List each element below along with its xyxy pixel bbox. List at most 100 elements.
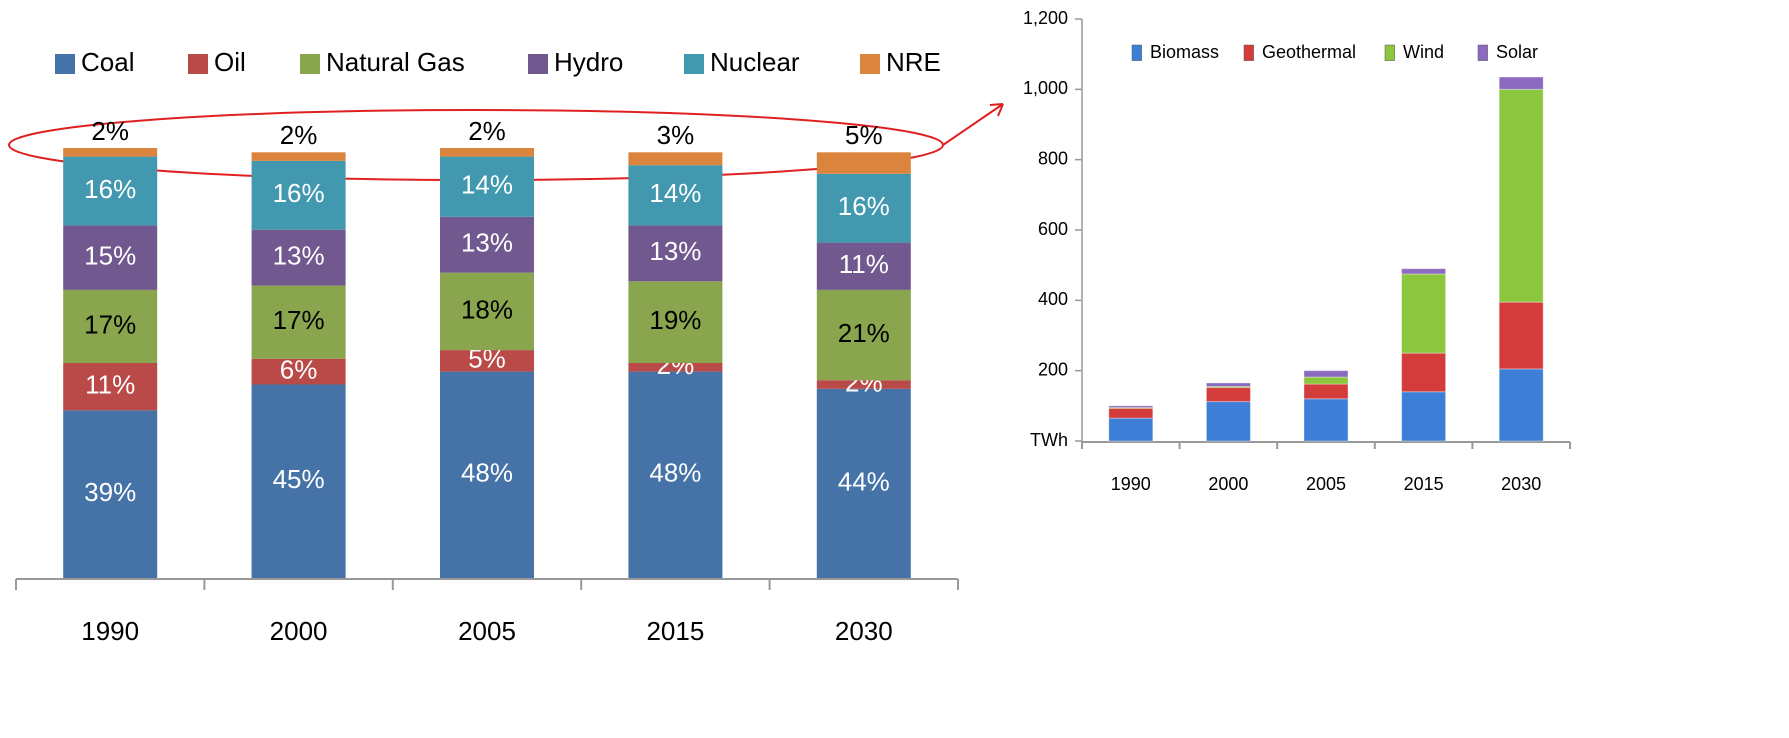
bar-segment bbox=[63, 410, 158, 578]
data-label: 21% bbox=[838, 318, 890, 348]
bar-segment bbox=[628, 363, 723, 372]
x-tick-label: 2015 bbox=[1404, 474, 1444, 494]
arrow bbox=[942, 103, 1004, 146]
bar-segment bbox=[1205, 401, 1251, 442]
x-tick-label: 2015 bbox=[646, 616, 704, 646]
bar-segment bbox=[816, 152, 911, 174]
bar-segment bbox=[1498, 76, 1544, 90]
y-tick-label: 1,000 bbox=[1023, 78, 1068, 98]
y-tick-label: 600 bbox=[1038, 219, 1068, 239]
data-label: 6% bbox=[280, 354, 318, 384]
bar-segment bbox=[1205, 382, 1251, 387]
x-tick-label: 2005 bbox=[1306, 474, 1346, 494]
bar-segment bbox=[1303, 398, 1349, 442]
legend-swatch bbox=[528, 54, 548, 74]
bar-segment bbox=[1401, 268, 1447, 275]
bar-segment bbox=[1498, 368, 1544, 442]
bar-segment bbox=[1401, 273, 1447, 354]
data-label: 16% bbox=[838, 191, 890, 221]
legend-label: Oil bbox=[214, 47, 246, 77]
bar-segment bbox=[816, 289, 911, 381]
bar-segment bbox=[251, 152, 346, 161]
bar-segment bbox=[440, 371, 534, 578]
legend-label: Natural Gas bbox=[326, 47, 465, 77]
data-label: 11% bbox=[85, 370, 135, 400]
legend-swatch bbox=[1243, 44, 1254, 61]
data-label: 13% bbox=[461, 228, 513, 258]
legend-swatch bbox=[1131, 44, 1142, 61]
bar-segment bbox=[816, 242, 911, 290]
data-label: 13% bbox=[649, 236, 701, 266]
data-label: 3% bbox=[657, 120, 695, 150]
data-label: 17% bbox=[84, 309, 136, 339]
y-tick-label: 800 bbox=[1038, 148, 1068, 168]
x-tick-label: 1990 bbox=[1111, 474, 1151, 494]
legend-swatch bbox=[1384, 44, 1395, 61]
bar-segment bbox=[1401, 391, 1447, 442]
data-label: 16% bbox=[84, 174, 136, 204]
data-label: 44% bbox=[838, 466, 890, 496]
bar-segment bbox=[1498, 301, 1544, 370]
bar-segment bbox=[63, 363, 158, 411]
bar-segment bbox=[1401, 352, 1447, 393]
y-tick-label: 400 bbox=[1038, 289, 1068, 309]
bar-segment bbox=[440, 216, 534, 273]
legend-label: Geothermal bbox=[1262, 42, 1356, 62]
bar-segment bbox=[628, 281, 723, 363]
bar-segment bbox=[628, 152, 723, 166]
y-tick-label: 1,200 bbox=[1023, 8, 1068, 28]
bar-segment bbox=[1303, 376, 1349, 385]
bar-segment bbox=[440, 350, 534, 372]
bar-segment bbox=[440, 156, 534, 217]
legend-label: Nuclear bbox=[710, 47, 800, 77]
bar-segment bbox=[628, 165, 723, 226]
y-tick-label: 200 bbox=[1038, 359, 1068, 379]
data-label: 14% bbox=[649, 178, 701, 208]
bar-segment bbox=[251, 229, 346, 286]
bar-segment bbox=[816, 388, 911, 578]
bar-segment bbox=[816, 380, 911, 389]
data-label: 19% bbox=[649, 305, 701, 335]
bar-segment bbox=[251, 285, 346, 359]
data-label: 2% bbox=[468, 116, 506, 146]
bar-segment bbox=[1303, 383, 1349, 400]
y-tick-label: TWh bbox=[1030, 430, 1068, 450]
legend-label: NRE bbox=[886, 47, 941, 77]
x-tick-label: 2000 bbox=[270, 616, 328, 646]
data-label: 39% bbox=[84, 477, 136, 507]
data-label: 14% bbox=[461, 170, 513, 200]
bar-segment bbox=[440, 272, 534, 351]
data-label: 18% bbox=[461, 294, 513, 324]
x-tick-label: 2000 bbox=[1208, 474, 1248, 494]
data-label: 11% bbox=[839, 249, 889, 279]
bar-segment bbox=[251, 384, 346, 578]
data-label: 45% bbox=[273, 464, 325, 494]
x-tick-label: 1990 bbox=[81, 616, 139, 646]
data-label: 48% bbox=[649, 458, 701, 488]
bar-segment bbox=[251, 160, 346, 230]
legend-label: Wind bbox=[1403, 42, 1444, 62]
bar-segment bbox=[63, 289, 158, 363]
legend-label: Solar bbox=[1496, 42, 1538, 62]
bar-segment bbox=[628, 371, 723, 578]
data-label: 16% bbox=[273, 178, 325, 208]
legend-swatch bbox=[1477, 44, 1488, 61]
bar-segment bbox=[816, 173, 911, 243]
legend-label: Hydro bbox=[554, 47, 623, 77]
legend-label: Biomass bbox=[1150, 42, 1219, 62]
legend-label: Coal bbox=[81, 47, 134, 77]
bar-segment bbox=[63, 148, 158, 157]
bar-segment bbox=[628, 225, 723, 282]
data-label: 17% bbox=[273, 305, 325, 335]
bar-segment bbox=[1303, 370, 1349, 378]
legend-swatch bbox=[300, 54, 320, 74]
data-label: 2% bbox=[280, 120, 318, 150]
legend-swatch bbox=[684, 54, 704, 74]
data-label: 5% bbox=[845, 120, 883, 150]
data-label: 15% bbox=[84, 241, 136, 271]
x-tick-label: 2030 bbox=[835, 616, 893, 646]
bar-segment bbox=[1108, 417, 1154, 442]
x-tick-label: 2005 bbox=[458, 616, 516, 646]
bar-segment bbox=[440, 148, 534, 157]
